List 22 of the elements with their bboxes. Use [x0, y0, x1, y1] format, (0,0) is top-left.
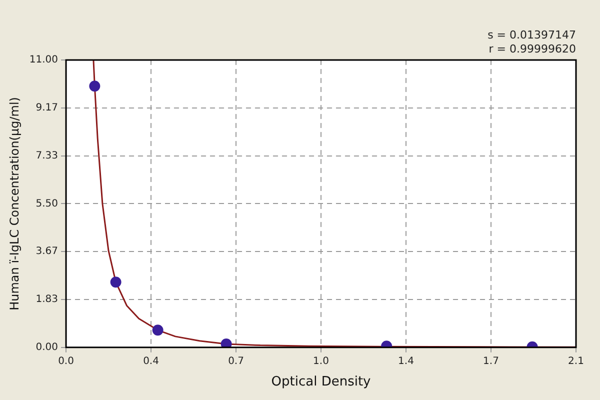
point	[89, 80, 100, 92]
y-tick-label: 3.67	[36, 246, 58, 258]
x-tick-label: 1.4	[398, 356, 414, 367]
y-tick-label: 7.33	[36, 150, 58, 162]
x-tick-label: 1.7	[483, 356, 499, 367]
y-tick-label: 1.83	[36, 294, 58, 306]
x-tick-label: 2.1	[568, 356, 584, 367]
point	[110, 276, 122, 288]
text: s = 0.01397147	[488, 28, 576, 42]
x-tick-label: 0.4	[143, 356, 159, 367]
x-axis-title: Optical Density	[271, 374, 372, 390]
x-tick-label: 0.0	[58, 356, 74, 367]
y-tick-label: 0.00	[36, 342, 58, 353]
point	[152, 324, 164, 336]
y-tick-label: 11.00	[29, 54, 58, 66]
text: r = 0.99999620	[488, 42, 576, 56]
point	[220, 338, 232, 348]
y-axis-title: Human ï-IgLC Concentration(μg/ml)	[7, 97, 22, 310]
x-tick-label: 0.7	[228, 356, 244, 367]
y-tick-label: 5.50	[36, 198, 58, 210]
x-tick-label: 1.0	[313, 356, 329, 367]
y-tick-label: 9.17	[36, 102, 58, 114]
